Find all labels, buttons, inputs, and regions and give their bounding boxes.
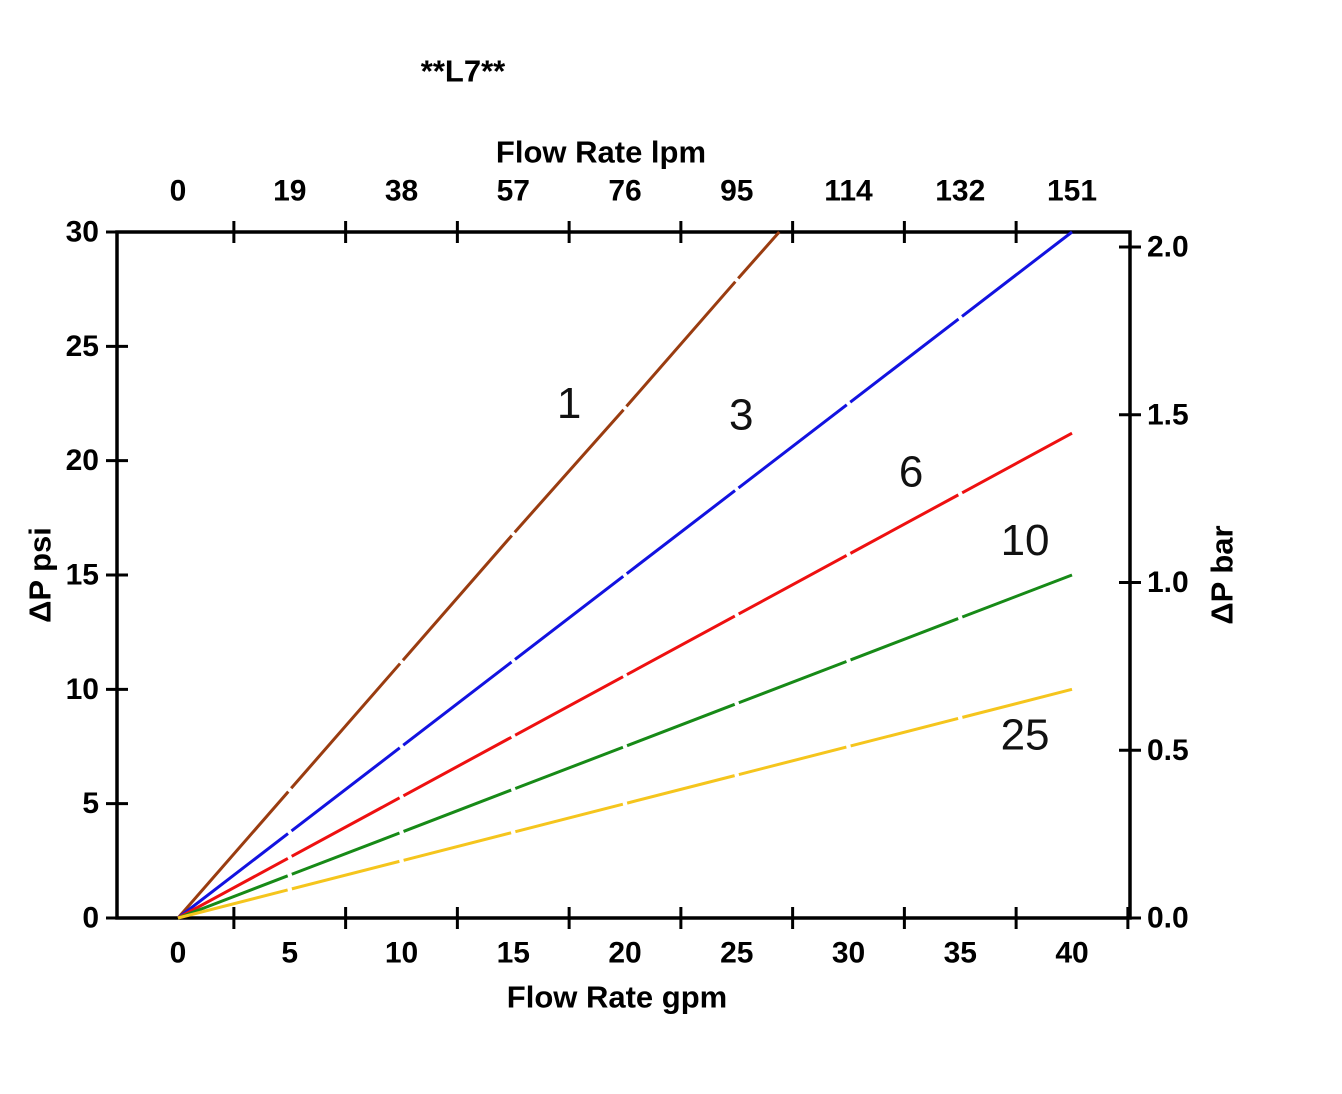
- right-axis-tick-label: 0.5: [1147, 734, 1189, 767]
- data-series-lines: [176, 230, 1073, 920]
- top-axis-tick-label: 132: [935, 175, 985, 208]
- series-segment: [290, 796, 401, 858]
- series-segment: [290, 662, 402, 790]
- series-segment: [177, 874, 289, 920]
- top-axis-tick-label: 114: [824, 175, 873, 208]
- right-axis-tick-label: 0.0: [1147, 902, 1189, 935]
- left-axis-tick-label: 15: [66, 558, 99, 591]
- series-segment: [738, 745, 847, 776]
- series-segment: [177, 888, 288, 920]
- series-segment: [514, 675, 624, 737]
- top-axis-tick-label: 38: [385, 175, 418, 208]
- right-axis-title: ΔP bar: [1205, 525, 1240, 624]
- series-segment: [962, 687, 1073, 719]
- series-segment: [850, 617, 959, 662]
- series-segment: [177, 857, 289, 920]
- series-segment: [626, 774, 735, 805]
- series-segment: [514, 745, 624, 790]
- top-axis-tick-label: 0: [170, 175, 187, 208]
- series-segment: [291, 831, 400, 876]
- chart-title: **L7**: [421, 54, 506, 89]
- bottom-axis-tick-label: 0: [170, 937, 187, 970]
- right-axis-tick-label: 1.0: [1147, 566, 1189, 599]
- series-segment: [402, 735, 513, 798]
- top-axis-tick-label: 151: [1047, 175, 1097, 208]
- top-axis-title: Flow Rate lpm: [496, 135, 706, 170]
- series-segment: [626, 702, 736, 748]
- bottom-axis-tick-label: 35: [944, 937, 977, 970]
- top-axis-tick-label: 95: [720, 175, 753, 208]
- bottom-axis-tick-label: 25: [720, 937, 753, 970]
- left-axis-title: ΔP psi: [23, 527, 58, 623]
- series-segment: [626, 614, 736, 676]
- series-segment: [403, 831, 512, 862]
- series-line-6: [177, 431, 1073, 920]
- top-axis-tick-label: 76: [608, 175, 641, 208]
- series-segment: [849, 493, 960, 555]
- series-segment: [177, 832, 289, 920]
- series-segment: [401, 534, 513, 662]
- bottom-axis-tick-label: 10: [385, 937, 418, 970]
- series-line-10: [177, 573, 1073, 920]
- series-segment: [290, 746, 401, 833]
- series-segment: [737, 554, 848, 616]
- series-segment: [291, 859, 400, 891]
- left-axis-tick-label: 5: [82, 787, 99, 820]
- bottom-axis-tick-label: 15: [497, 937, 530, 970]
- curve-label-1: 1: [557, 379, 581, 428]
- axis-ticks: [106, 221, 1141, 929]
- series-segment: [738, 660, 847, 705]
- series-segment: [961, 431, 1073, 495]
- curve-label-6: 6: [899, 448, 923, 497]
- series-line-1: [176, 231, 781, 919]
- series-segment: [625, 489, 736, 575]
- axis-tick-labels: 0 5 10 15 20 25 30 35 400 19 38 57 76 95 114 132 1510510…: [66, 175, 1189, 970]
- series-segment: [961, 573, 1073, 619]
- series-segment: [176, 790, 290, 919]
- curve-label-3: 3: [729, 390, 753, 439]
- bottom-axis-tick-label: 30: [832, 937, 865, 970]
- bottom-axis-tick-label: 40: [1055, 937, 1088, 970]
- bottom-axis-tick-label: 20: [608, 937, 641, 970]
- bottom-axis-tick-label: 5: [281, 937, 298, 970]
- right-axis-tick-label: 2.0: [1147, 231, 1189, 264]
- curve-label-25: 25: [1001, 711, 1050, 760]
- series-segment: [737, 231, 781, 280]
- right-axis-tick-label: 1.5: [1147, 398, 1189, 431]
- left-axis-tick-label: 0: [82, 902, 99, 935]
- left-axis-tick-label: 25: [66, 330, 99, 363]
- series-segment: [625, 280, 737, 408]
- series-segment: [737, 403, 848, 490]
- series-segment: [513, 408, 625, 534]
- series-segment: [849, 317, 960, 404]
- top-axis-tick-label: 57: [497, 175, 530, 208]
- series-line-3: [177, 230, 1073, 920]
- series-segment: [514, 575, 625, 661]
- curve-labels: 1 3 6 10 25: [557, 379, 1050, 760]
- left-axis-tick-label: 10: [66, 673, 99, 706]
- bottom-axis-title: Flow Rate gpm: [507, 980, 727, 1015]
- series-segment: [402, 660, 513, 747]
- series-segment: [515, 802, 624, 834]
- series-segment: [403, 788, 512, 833]
- left-axis-tick-label: 30: [66, 215, 99, 248]
- series-segment: [850, 717, 959, 748]
- series-line-25: [177, 687, 1073, 920]
- left-axis-tick-label: 20: [66, 444, 99, 477]
- curve-label-10: 10: [1001, 516, 1050, 565]
- top-axis-tick-label: 19: [273, 175, 306, 208]
- series-segment: [961, 230, 1073, 318]
